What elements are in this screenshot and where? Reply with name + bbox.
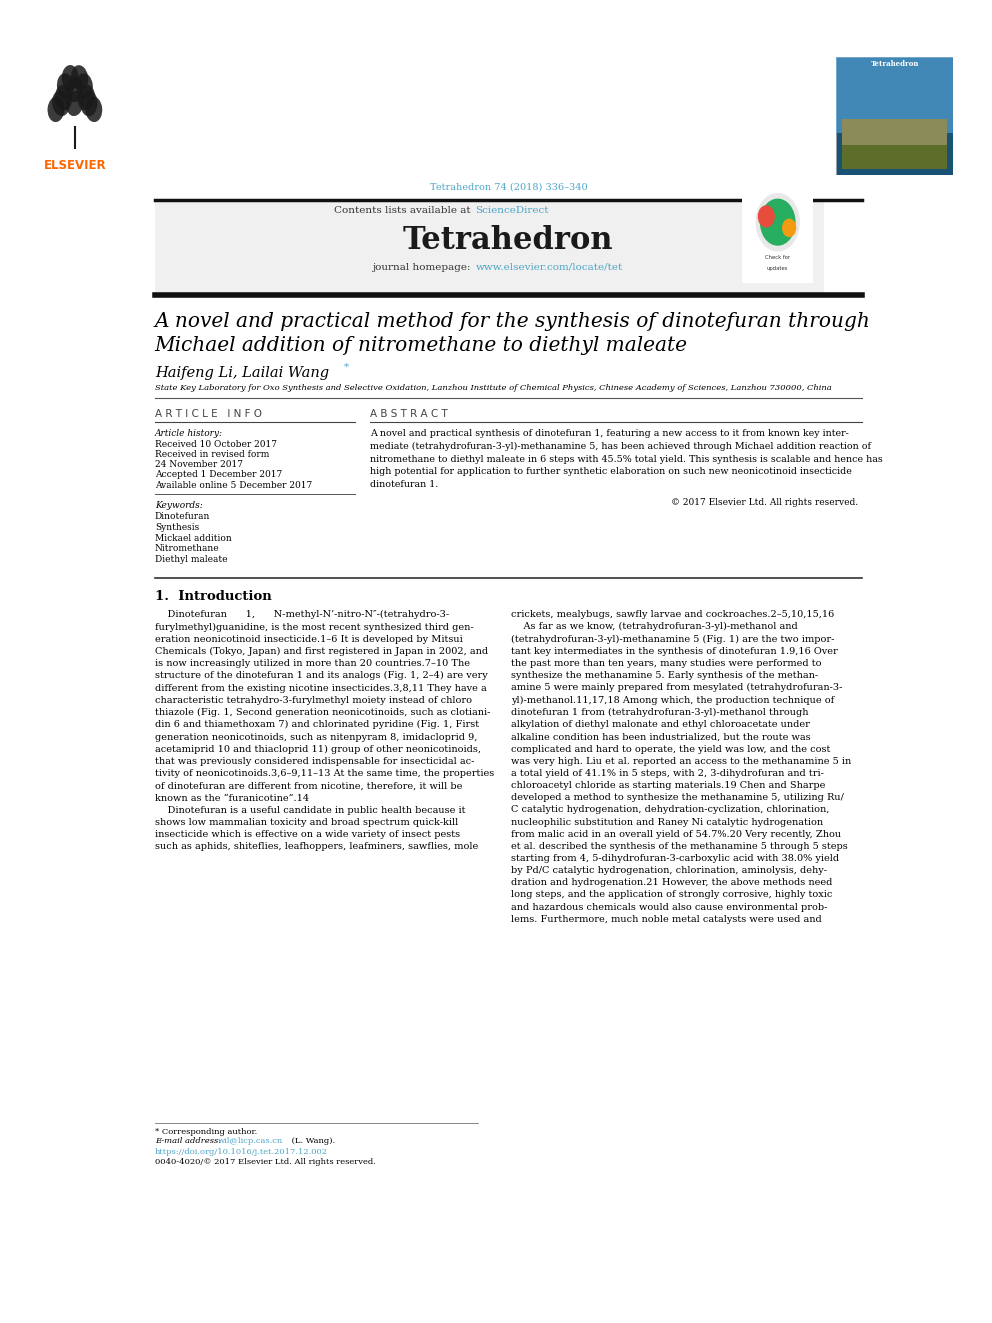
Ellipse shape [85,97,102,122]
Text: wil@licp.cas.cn: wil@licp.cas.cn [218,1136,283,1144]
Circle shape [761,200,795,245]
Text: journal homepage:: journal homepage: [372,263,474,271]
Ellipse shape [75,73,93,99]
Circle shape [756,193,800,251]
Text: https://doi.org/10.1016/j.tet.2017.12.002: https://doi.org/10.1016/j.tet.2017.12.00… [155,1148,327,1156]
FancyBboxPatch shape [155,201,823,294]
Ellipse shape [57,73,74,99]
Text: Accepted 1 December 2017: Accepted 1 December 2017 [155,471,282,479]
Circle shape [759,206,774,228]
Text: (L. Wang).: (L. Wang). [290,1136,335,1144]
Text: Dinotefuran: Dinotefuran [155,512,210,521]
Text: A B S T R A C T: A B S T R A C T [370,409,447,419]
Ellipse shape [66,77,83,102]
Text: Nitromethane: Nitromethane [155,544,219,553]
Text: Synthesis: Synthesis [155,523,199,532]
Text: Dinotefuran      1,      N-methyl-N’-nitro-N″-(tetrahydro-3-
furylmethyl)guanidi: Dinotefuran 1, N-methyl-N’-nitro-N″-(tet… [155,610,494,851]
Text: * Corresponding author.: * Corresponding author. [155,1127,257,1135]
Ellipse shape [56,85,72,110]
Text: Tetrahedron 74 (2018) 336–340: Tetrahedron 74 (2018) 336–340 [430,183,587,192]
Ellipse shape [62,65,78,90]
Text: A novel and practical method for the synthesis of dinotefuran through: A novel and practical method for the syn… [155,312,871,331]
Text: Tetrahedron: Tetrahedron [403,225,614,255]
Text: Keywords:: Keywords: [155,501,202,511]
FancyBboxPatch shape [741,187,814,284]
Ellipse shape [66,91,83,116]
Text: ScienceDirect: ScienceDirect [475,205,549,214]
Text: *: * [344,363,349,372]
Text: Michael addition of nitromethane to diethyl maleate: Michael addition of nitromethane to diet… [155,336,687,355]
Text: 0040-4020/© 2017 Elsevier Ltd. All rights reserved.: 0040-4020/© 2017 Elsevier Ltd. All right… [155,1158,376,1166]
Text: Received 10 October 2017: Received 10 October 2017 [155,441,277,448]
Text: © 2017 Elsevier Ltd. All rights reserved.: © 2017 Elsevier Ltd. All rights reserved… [671,497,858,507]
Text: 1.  Introduction: 1. Introduction [155,590,272,603]
Text: 24 November 2017: 24 November 2017 [155,460,243,470]
Text: E-mail address:: E-mail address: [155,1136,223,1144]
FancyBboxPatch shape [842,146,947,169]
Ellipse shape [48,97,64,122]
FancyBboxPatch shape [836,57,953,175]
FancyBboxPatch shape [842,119,947,169]
Text: Article history:: Article history: [155,429,223,438]
Text: Check for: Check for [765,254,791,259]
Text: Tetrahedron: Tetrahedron [871,61,919,69]
Text: Diethyl maleate: Diethyl maleate [155,556,227,564]
FancyBboxPatch shape [836,57,953,134]
Text: updates: updates [767,266,789,271]
Text: Received in revised form: Received in revised form [155,450,269,459]
Ellipse shape [53,91,69,116]
Ellipse shape [77,85,94,110]
Text: ELSEVIER: ELSEVIER [44,159,106,172]
Ellipse shape [71,65,88,90]
Ellipse shape [80,91,97,116]
Text: A R T I C L E   I N F O: A R T I C L E I N F O [155,409,262,419]
Text: www.elsevier.com/locate/tet: www.elsevier.com/locate/tet [475,263,623,271]
Text: State Key Laboratory for Oxo Synthesis and Selective Oxidation, Lanzhou Institut: State Key Laboratory for Oxo Synthesis a… [155,384,831,392]
Text: Contents lists available at: Contents lists available at [334,205,474,214]
Text: Haifeng Li, Lailai Wang: Haifeng Li, Lailai Wang [155,365,329,380]
Text: Mickael addition: Mickael addition [155,533,231,542]
Circle shape [783,220,796,237]
Text: crickets, mealybugs, sawfly larvae and cockroaches.2–5,10,15,16
    As far as we: crickets, mealybugs, sawfly larvae and c… [511,610,851,923]
Text: A novel and practical synthesis of dinotefuran 1, featuring a new access to it f: A novel and practical synthesis of dinot… [370,429,883,490]
Text: Available online 5 December 2017: Available online 5 December 2017 [155,480,312,490]
